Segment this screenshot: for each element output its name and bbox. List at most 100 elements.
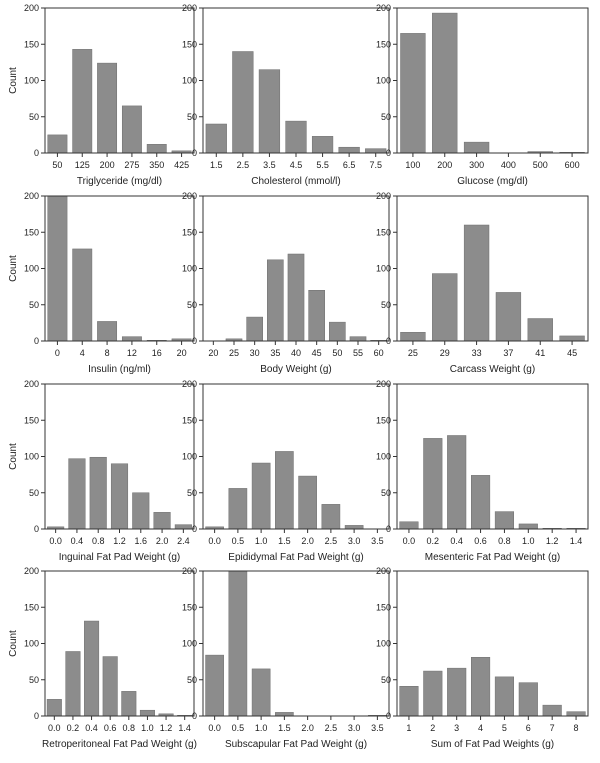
bar [251,668,271,717]
x-tick-label: 1.2 [160,723,173,733]
x-tick-label: 5.5 [316,160,329,170]
bar [174,524,192,530]
bar [338,146,360,154]
x-tick-label: 33 [472,348,482,358]
x-tick-label: 0.6 [474,536,487,546]
bar [494,676,515,717]
bar [232,51,254,154]
x-tick-label: 125 [75,160,90,170]
bar [275,712,294,717]
x-tick-label: 1.2 [546,536,559,546]
y-tick-label: 100 [24,452,39,462]
x-tick-label: 1.6 [135,536,148,546]
x-axis-label: Triglyceride (mg/dl) [77,176,162,187]
x-tick-label: 200 [437,160,452,170]
x-axis-label: Mesenteric Fat Pad Weight (g) [425,552,560,563]
y-tick-label: 150 [376,415,391,425]
bar [275,451,294,530]
x-tick-label: 4 [80,348,85,358]
x-tick-label: 3 [454,723,459,733]
y-tick-label: 200 [24,3,39,13]
x-tick-label: 0.4 [71,536,84,546]
y-tick-label: 0 [386,524,391,534]
bar [65,651,81,717]
x-tick-label: 0.5 [232,723,245,733]
x-tick-label: 1.0 [141,723,154,733]
bar [518,682,538,717]
x-tick-label: 1.5 [210,160,223,170]
histogram-panel: 0 50 100 150 200 0.0 0.5 1.0 1.5 2.0 2.5 3.0 3.5 Epid… [182,379,390,563]
y-tick-label: 0 [386,711,391,721]
y-tick-label: 200 [24,379,39,389]
y-tick-label: 200 [376,191,391,201]
bar [285,120,307,154]
bar [205,654,224,717]
x-axis-label: Insulin (ng/ml) [88,364,151,375]
x-tick-label: 600 [565,160,580,170]
x-tick-label: 300 [469,160,484,170]
y-axis-label: Count [8,67,19,94]
bar [365,148,387,154]
y-tick-label: 50 [29,675,39,685]
bar [559,335,585,342]
y-tick-label: 200 [182,379,197,389]
bar [72,49,93,154]
bar [97,321,118,342]
x-tick-label: 6 [526,723,531,733]
y-tick-label: 200 [376,3,391,13]
y-tick-label: 150 [376,227,391,237]
histogram-panel: 0 50 100 150 200 100 200 300 400 500 600 Glucose (m… [376,3,589,187]
plot-frame [396,7,589,154]
x-tick-label: 55 [353,348,363,358]
x-axis-label: Retroperitoneal Fat Pad Weight (g) [42,739,197,750]
bar [566,711,586,717]
bar [518,523,538,530]
y-tick-label: 0 [34,524,39,534]
x-tick-label: 0.2 [427,536,440,546]
bar [329,321,346,342]
x-tick-label: 0.5 [232,536,245,546]
x-tick-label: 3.0 [348,723,361,733]
bar [97,62,118,154]
y-tick-label: 200 [182,566,197,576]
bar [423,670,443,717]
x-tick-label: 2.5 [325,536,338,546]
x-tick-label: 50 [52,160,62,170]
bar [471,657,491,717]
bar [139,709,155,717]
y-tick-label: 150 [182,415,197,425]
y-tick-label: 50 [381,300,391,310]
x-tick-label: 425 [174,160,189,170]
y-tick-label: 50 [187,488,197,498]
x-tick-label: 4 [478,723,483,733]
x-tick-label: 200 [100,160,115,170]
x-tick-label: 2.0 [156,536,169,546]
y-tick-label: 100 [24,76,39,86]
bar [447,667,467,717]
x-tick-label: 12 [127,348,137,358]
bar [432,12,458,154]
y-tick-label: 100 [182,76,197,86]
x-tick-label: 35 [270,348,280,358]
bar [228,488,248,530]
bar [121,691,137,717]
y-tick-label: 0 [192,711,197,721]
x-tick-label: 2.0 [301,536,314,546]
bar [89,456,107,530]
bar [344,525,364,530]
bar [110,463,129,530]
x-tick-label: 3.5 [371,723,384,733]
x-tick-label: 30 [250,348,260,358]
x-tick-label: 40 [291,348,301,358]
y-tick-label: 100 [24,639,39,649]
bar [102,656,118,717]
bar [146,144,167,154]
histogram-panel: 0 50 100 150 200 1.5 2.5 3.5 4.5 5.5 6.5 7.5 Cholest… [182,3,390,187]
x-tick-label: 8 [574,723,579,733]
bar [47,134,68,154]
histogram-panel: 0 50 100 150 200 50 125 200 275 350 425 Triglycerid… [8,3,195,187]
histogram-panel: 0 50 100 150 200 0.0 0.2 0.4 0.6 0.8 1.0 1.2 1.4 Retr… [8,566,197,750]
x-tick-label: 1.2 [113,536,126,546]
y-tick-label: 50 [381,488,391,498]
